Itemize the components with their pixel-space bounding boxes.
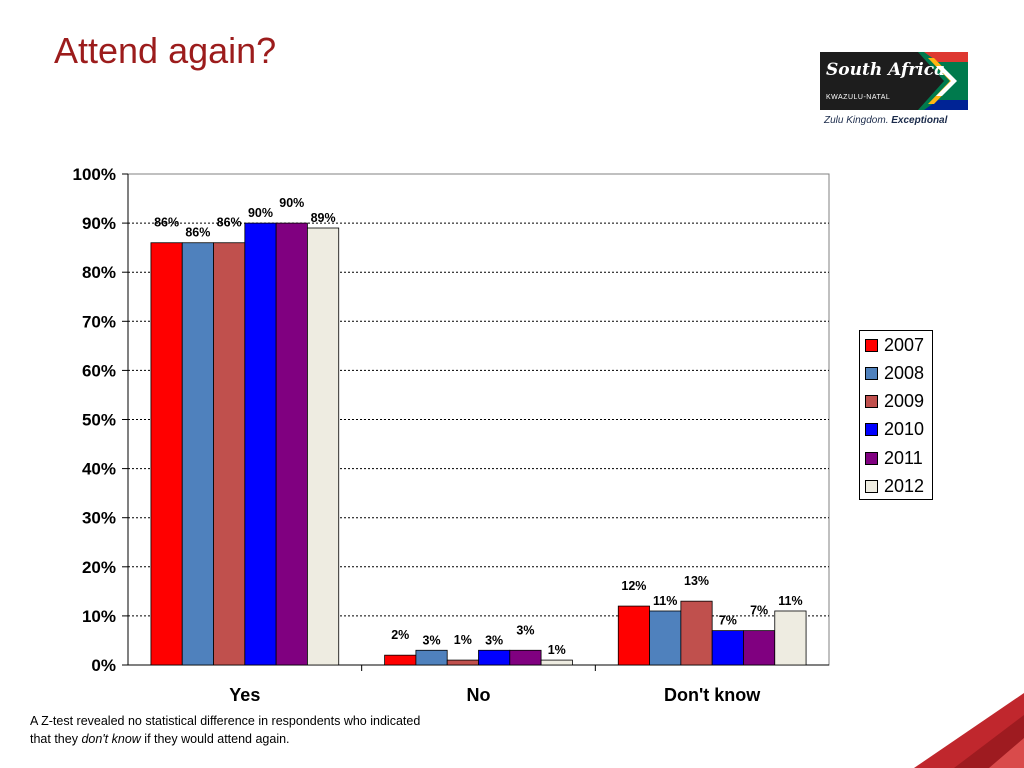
data-label: 2% — [391, 628, 409, 642]
data-label: 90% — [279, 196, 304, 210]
bar-2010 — [244, 222, 277, 666]
data-label: 7% — [719, 614, 737, 628]
data-label: 86% — [217, 216, 242, 230]
footnote-before: A Z-test revealed no statistical differe… — [30, 714, 421, 746]
data-label: 13% — [684, 574, 709, 588]
corner-decoration — [914, 693, 1024, 768]
bar-2010 — [711, 630, 744, 666]
y-tick-label: 90% — [82, 214, 116, 233]
logo-tagline-plain: Zulu Kingdom. — [824, 115, 892, 126]
x-tick-label: No — [467, 685, 491, 705]
bar-2007 — [617, 605, 650, 666]
bar-2009 — [213, 242, 246, 666]
y-tick-label: 20% — [82, 558, 116, 577]
data-label: 90% — [248, 206, 273, 220]
legend-item: 2011 — [865, 448, 923, 468]
legend-label: 2012 — [884, 476, 925, 496]
bar-2012 — [540, 659, 573, 666]
data-label: 1% — [548, 643, 566, 657]
data-label: 3% — [485, 633, 503, 647]
legend-item: 2007 — [865, 335, 924, 355]
bar-2011 — [743, 630, 776, 666]
legend-item: 2009 — [865, 391, 925, 412]
y-tick-label: 30% — [82, 509, 116, 528]
data-label: 86% — [185, 226, 210, 240]
bar-2008 — [415, 649, 448, 666]
legend-swatch — [865, 423, 878, 437]
bar-2008 — [181, 242, 214, 666]
south-africa-logo: South Africa KWAZULU-NATAL Zulu Kingdom.… — [820, 52, 970, 132]
bar-2010 — [478, 649, 511, 666]
y-tick-label: 10% — [82, 607, 116, 626]
legend-swatch — [865, 395, 878, 409]
bar-2009 — [680, 600, 713, 666]
bar-2012 — [307, 227, 340, 666]
y-tick-label: 50% — [82, 411, 116, 430]
footnote-after: if they would attend again. — [140, 732, 290, 746]
legend-item: 2008 — [865, 363, 924, 383]
legend-item: 2012 — [865, 476, 925, 497]
bar-2011 — [275, 222, 308, 666]
legend-item: 2010 — [865, 419, 925, 440]
x-tick-label: Don't know — [664, 685, 761, 705]
bar-2009 — [446, 659, 479, 666]
footnote-italic: don't know — [81, 732, 141, 746]
flag-icon — [918, 52, 968, 110]
data-label: 3% — [423, 633, 441, 647]
y-tick-label: 0% — [91, 656, 116, 675]
data-label: 12% — [621, 579, 646, 593]
legend-label: 2007 — [884, 334, 925, 355]
logo-tagline-bold: Exceptional — [891, 115, 948, 126]
y-tick-label: 100% — [73, 165, 116, 184]
data-label: 11% — [778, 594, 802, 608]
y-tick-label: 40% — [82, 460, 116, 479]
data-label: 7% — [750, 604, 768, 618]
legend-swatch — [865, 338, 878, 352]
page-title: Attend again? — [54, 30, 277, 71]
legend-label: 2011 — [884, 447, 923, 468]
footnote: A Z-test revealed no statistical differe… — [30, 712, 430, 748]
legend-label: 2009 — [884, 391, 925, 412]
data-label: 3% — [516, 623, 534, 637]
data-label: 1% — [454, 633, 472, 647]
chart-legend: 2007 2008 2009 2010 2011 2012 — [859, 330, 933, 500]
data-label: 89% — [311, 211, 336, 225]
legend-label: 2010 — [884, 419, 925, 440]
x-tick-label: Yes — [229, 685, 260, 705]
data-label: 86% — [154, 216, 179, 230]
y-tick-label: 60% — [82, 361, 116, 380]
data-label: 11% — [653, 594, 677, 608]
legend-swatch — [865, 480, 878, 493]
legend-swatch — [865, 366, 878, 380]
bar-2007 — [384, 654, 417, 666]
bar-2012 — [774, 610, 807, 666]
bar-2011 — [509, 649, 542, 666]
bar-2007 — [150, 242, 183, 666]
y-tick-label: 80% — [82, 263, 116, 282]
y-tick-label: 70% — [82, 312, 116, 331]
logo-region: KWAZULU-NATAL — [826, 94, 891, 101]
legend-label: 2008 — [884, 362, 925, 383]
logo-tagline: Zulu Kingdom. Exceptional — [824, 115, 947, 126]
bar-2008 — [649, 610, 682, 666]
logo-box: South Africa KWAZULU-NATAL — [820, 52, 968, 110]
legend-swatch — [865, 451, 878, 465]
logo-name: South Africa — [826, 60, 946, 80]
